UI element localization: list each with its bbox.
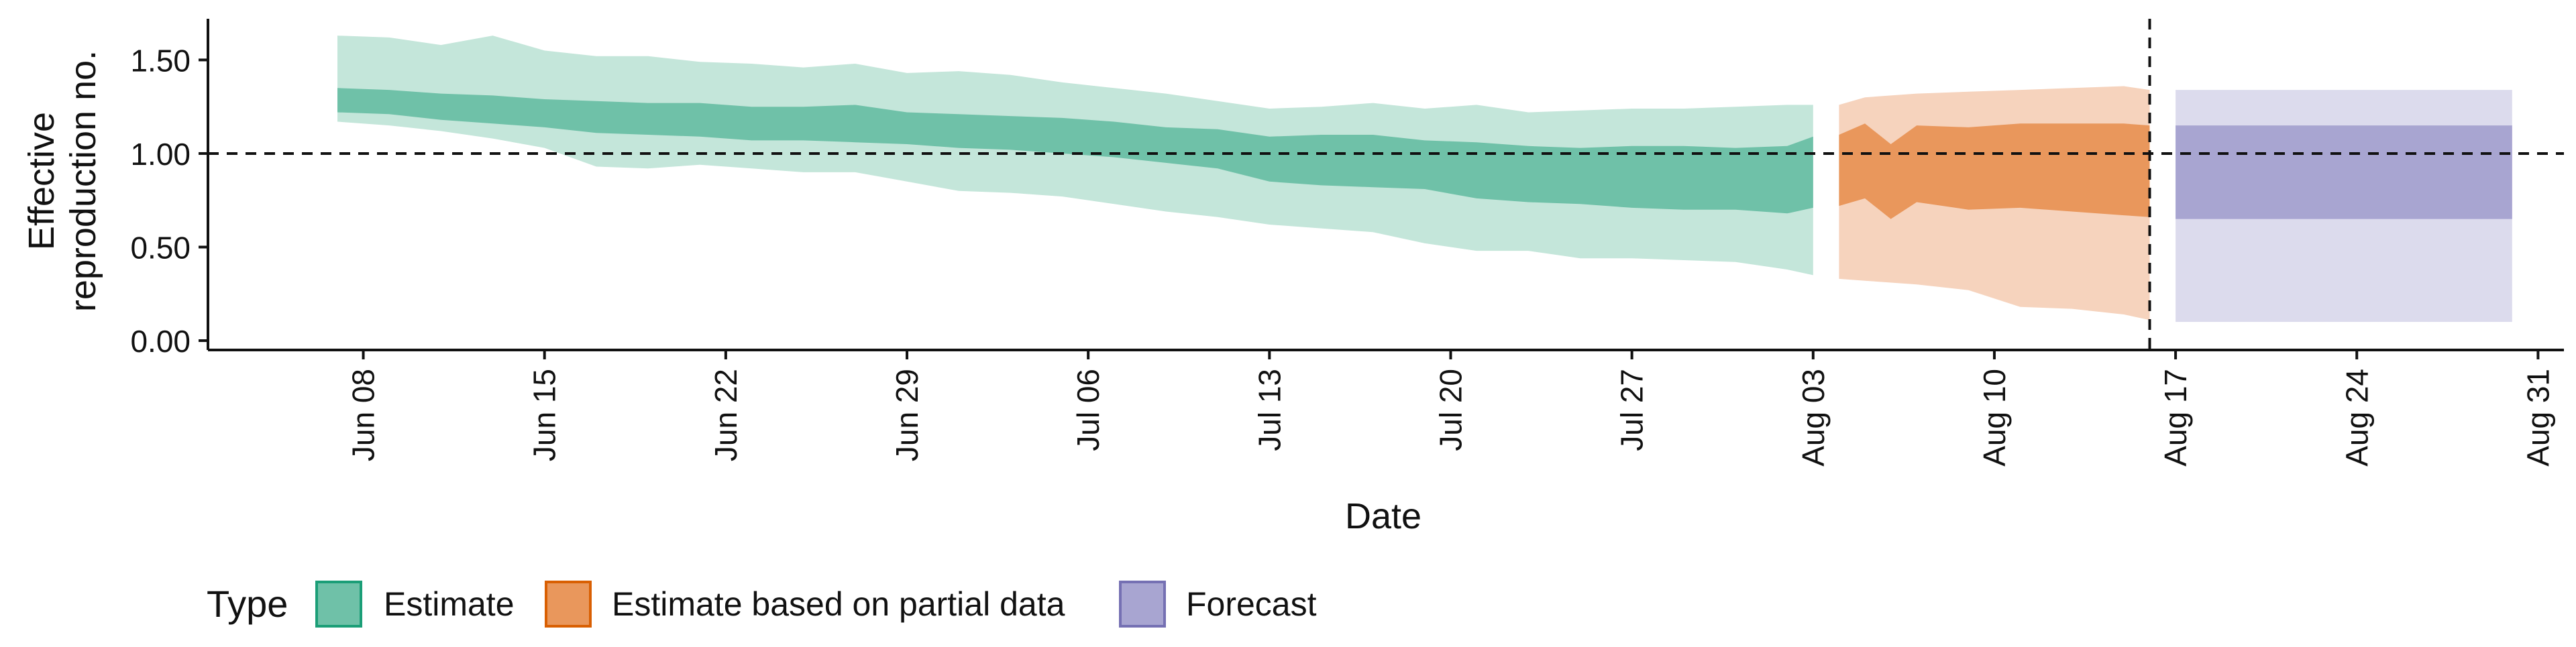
band-outer-estimate — [337, 36, 1813, 276]
x-tick-label: Jun 29 — [890, 369, 924, 461]
reference-lines — [208, 19, 2564, 350]
x-tick-label: Jun 22 — [708, 369, 743, 461]
band-inner-forecast — [2176, 125, 2512, 219]
legend-label-forecast: Forecast — [1186, 585, 1317, 623]
x-tick-label: Jul 20 — [1434, 369, 1468, 451]
x-tick-label: Jun 08 — [346, 369, 381, 461]
legend-title: Type — [207, 583, 288, 625]
x-tick-label: Aug 31 — [2520, 369, 2555, 467]
y-tick-label: 0.50 — [130, 230, 191, 265]
x-tick-label: Aug 10 — [1977, 369, 2012, 467]
axes: 0.00 0.50 1.00 1.50 Jun 08 Jun 15 Jun 22 Jun 29… — [130, 19, 2564, 467]
y-tick-label: 1.50 — [130, 43, 191, 78]
bands-layer — [337, 36, 2512, 322]
legend: Type Estimate Estimate based on partial … — [207, 581, 1317, 628]
x-tick-label: Jul 06 — [1071, 369, 1106, 451]
x-tick-label: Jun 15 — [527, 369, 562, 461]
y-axis-title-line-2: reproduction no. — [63, 50, 103, 312]
band-inner-estimate — [337, 88, 1813, 214]
legend-key-partial-estimate — [545, 581, 592, 628]
legend-label-partial-estimate: Estimate based on partial data — [612, 585, 1065, 623]
x-tick-label: Aug 17 — [2158, 369, 2193, 467]
x-axis-title: Date — [1345, 496, 1421, 536]
y-axis-title-line-1: Effective — [21, 112, 62, 250]
y-axis-title: Effective reproduction no. — [21, 50, 103, 312]
legend-label-estimate: Estimate — [384, 585, 515, 623]
legend-key-estimate — [315, 581, 362, 628]
x-tick-label: Jul 13 — [1252, 369, 1287, 451]
y-tick-label: 0.00 — [130, 324, 191, 359]
x-tick-label: Jul 27 — [1615, 369, 1650, 451]
y-tick-label: 1.00 — [130, 137, 191, 172]
legend-key-forecast — [1119, 581, 1166, 628]
x-tick-label: Aug 24 — [2339, 369, 2374, 467]
band-inner-estimate-based-on-partial-data — [1839, 123, 2150, 219]
x-tick-label: Aug 03 — [1796, 369, 1831, 467]
